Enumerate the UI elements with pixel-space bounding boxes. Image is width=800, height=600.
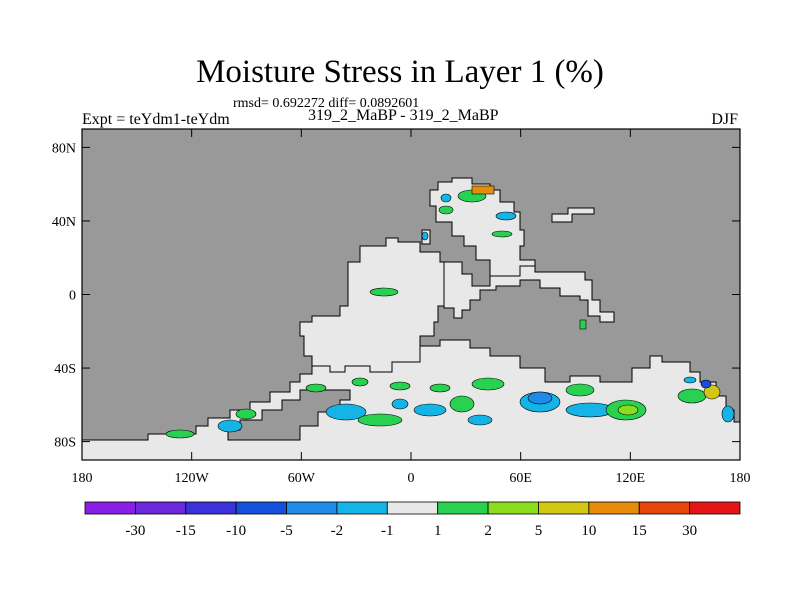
anomaly-patch: [703, 384, 721, 400]
colorbar: -30 -15 -10 -5 -2 -1 1 2 5 10 15 30: [84, 501, 741, 539]
anomaly-patch: [351, 377, 369, 387]
lat-tick-label: 0: [69, 289, 76, 304]
anomaly-patch: [389, 381, 411, 391]
colorbar-swatch: [134, 501, 187, 515]
colorbar-label: 30: [682, 523, 697, 539]
lon-tick-label: 120E: [616, 471, 646, 486]
anomaly-patch: [369, 287, 399, 297]
colorbar-swatch: [286, 501, 338, 515]
colorbar-swatch: [185, 501, 237, 515]
longitude-axis: 180 120W 60W 0 60E 120E 180: [72, 129, 751, 486]
anomaly-patch: [429, 383, 451, 393]
lon-tick-label: 180: [72, 471, 93, 486]
experiment-label: Expt = teYdm1-teYdm: [82, 111, 230, 128]
anomaly-patch: [467, 414, 493, 426]
colorbar-swatch: [638, 501, 691, 515]
lon-tick-label: 60W: [288, 471, 316, 486]
latitude-axis: 80N 40N 0 40S 80S: [52, 141, 740, 451]
anomaly-patch: [721, 405, 735, 423]
anomaly-patch: [438, 205, 454, 215]
lat-tick-label: 80S: [54, 436, 76, 451]
colorbar-label: -30: [125, 523, 145, 539]
anomaly-patch: [235, 408, 257, 420]
lon-tick-label: 60E: [509, 471, 532, 486]
colorbar-swatch: [84, 501, 136, 515]
colorbar-label: 15: [632, 523, 647, 539]
anomaly-patch: [449, 395, 475, 413]
lat-tick-label: 80N: [52, 141, 76, 156]
colorbar-label: 10: [581, 523, 596, 539]
anomaly-patch: [421, 231, 429, 241]
colorbar-swatch: [487, 501, 539, 515]
map-title: Moisture Stress in Layer 1 (%): [196, 54, 604, 90]
colorbar-swatch: [538, 501, 590, 515]
anomaly-patch: [617, 404, 639, 416]
colorbar-label: -15: [176, 523, 196, 539]
lon-tick-label: 180: [730, 471, 751, 486]
colorbar-label: 2: [484, 523, 492, 539]
anomaly-patch: [165, 429, 195, 439]
anomaly-patch: [700, 379, 712, 389]
colorbar-swatch: [386, 501, 439, 515]
lat-tick-label: 40N: [52, 215, 76, 230]
colorbar-label: -10: [226, 523, 246, 539]
anomaly-patch: [471, 377, 505, 391]
colorbar-swatch: [336, 501, 388, 515]
anomaly-patch: [217, 419, 243, 433]
ocean-arctic-strip: [551, 207, 595, 223]
colorbar-label: -2: [331, 523, 344, 539]
anomaly-patch: [677, 388, 707, 404]
land-islands: [227, 389, 351, 441]
anomaly-patch: [325, 403, 367, 421]
colorbar-swatch: [588, 501, 640, 515]
lat-tick-label: 40S: [54, 362, 76, 377]
case-label: 319_2_MaBP - 319_2_MaBP: [308, 107, 499, 124]
colorbar-label: 5: [535, 523, 543, 539]
anomaly-patch: [579, 319, 587, 330]
lon-tick-label: 120W: [175, 471, 210, 486]
colorbar-swatch: [437, 501, 489, 515]
anomaly-patch: [683, 376, 697, 384]
map-plot-area: [81, 128, 741, 461]
ocean-atlantic: [299, 237, 445, 373]
anomaly-patch: [440, 193, 452, 203]
anomaly-contours: [165, 185, 735, 439]
anomaly-patch: [527, 391, 553, 405]
lon-tick-label: 0: [408, 471, 415, 486]
colorbar-label: 1: [434, 523, 442, 539]
anomaly-patch: [565, 383, 595, 397]
colorbar-label: -1: [381, 523, 394, 539]
anomaly-patch: [471, 185, 495, 195]
anomaly-patch: [391, 398, 409, 410]
anomaly-patch: [491, 230, 513, 238]
anomaly-patch: [413, 403, 447, 417]
stats-line: rmsd= 0.692272 diff= 0.0892601: [233, 96, 420, 111]
colorbar-swatch: [235, 501, 287, 515]
anomaly-patch: [305, 383, 327, 393]
anomaly-patch: [357, 413, 403, 427]
season-label: DJF: [711, 111, 738, 128]
anomaly-patch: [495, 211, 517, 221]
land-antarctic-peninsula: [227, 389, 351, 441]
colorbar-swatch: [689, 501, 741, 515]
colorbar-label: -5: [280, 523, 293, 539]
